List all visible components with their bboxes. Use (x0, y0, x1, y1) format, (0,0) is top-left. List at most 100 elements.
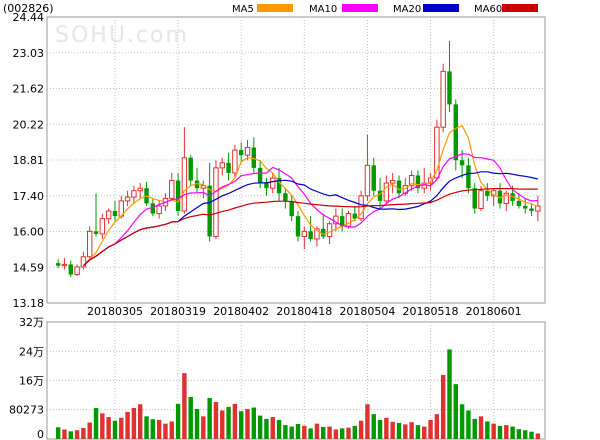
candle-body (308, 231, 313, 239)
legend-swatch-ma5 (257, 4, 293, 12)
volume-y-tick-label: 0 (37, 428, 44, 440)
volume-bar (276, 419, 282, 439)
candle (93, 193, 99, 237)
volume-bar (384, 417, 389, 439)
volume-bar (422, 426, 427, 439)
candle-body (314, 228, 320, 240)
candle (321, 213, 326, 239)
candle (295, 211, 301, 242)
price-x-tick-label: 20180504 (339, 305, 395, 318)
volume-bar (535, 433, 541, 439)
price-y-tick-label: 24.44 (13, 11, 45, 24)
candle (169, 172, 175, 201)
candle-body (105, 210, 112, 220)
ma5-line (82, 124, 539, 267)
volume-bar (87, 422, 92, 439)
volume-bar (226, 406, 231, 439)
candle (352, 205, 358, 222)
candle (371, 157, 376, 196)
candle-body (447, 71, 452, 105)
candle-body (289, 200, 294, 217)
candle (188, 155, 193, 186)
candle-body (389, 180, 396, 184)
volume-bar (434, 414, 440, 439)
candle (466, 157, 471, 194)
volume-bar (403, 424, 408, 439)
volume-bar (156, 419, 162, 439)
price-y-tick-label: 21.62 (13, 83, 45, 96)
price-grid (47, 17, 545, 303)
candle (326, 221, 333, 245)
candle (472, 183, 477, 214)
candle-body (74, 266, 80, 276)
candle (516, 193, 522, 209)
volume-bar (377, 419, 383, 439)
volume-bar (163, 423, 168, 439)
candle-body (80, 256, 87, 268)
legend-label-ma20: MA20 (393, 4, 421, 15)
candle-body (408, 174, 415, 187)
volume-bar (302, 425, 307, 439)
legend-swatch-ma60 (502, 4, 538, 12)
ma10-line (82, 153, 538, 267)
candle-body (137, 187, 143, 192)
volume-bar (478, 416, 484, 439)
legend-label-ma10: MA10 (309, 4, 337, 15)
volume-bar (194, 409, 200, 439)
candle-body (383, 182, 390, 202)
candle (156, 200, 162, 219)
candle (137, 183, 143, 199)
volume-bar (232, 403, 238, 439)
candle-body (244, 147, 251, 156)
volume-bar (485, 421, 490, 439)
volume-bar (68, 431, 73, 439)
candle (99, 213, 106, 239)
candle (283, 188, 288, 209)
volume-bar (295, 424, 301, 439)
header: (002826) MA5 MA10 MA20 MA60 (3, 2, 538, 15)
candle-body (270, 177, 276, 189)
price-y-tick-label: 17.40 (13, 190, 45, 203)
candle (124, 190, 131, 206)
volume-bar (55, 427, 61, 439)
candle (447, 40, 452, 112)
volume-bar (283, 425, 288, 439)
candle (396, 175, 402, 199)
volume-bar (119, 417, 124, 439)
candle (421, 167, 427, 194)
price-x-tick-label: 20180518 (403, 305, 459, 318)
volume-bar (81, 428, 86, 439)
candle (339, 208, 345, 232)
candle-body (226, 162, 231, 173)
candle (535, 195, 541, 222)
price-x-tick-label: 20180319 (150, 305, 206, 318)
candle (333, 208, 339, 232)
price-y-tick-label: 23.03 (13, 47, 45, 60)
candle (257, 160, 263, 189)
volume-bar (327, 426, 332, 439)
candle-body (396, 180, 402, 194)
volume-bar (321, 426, 326, 439)
volume-bar (150, 419, 156, 439)
candle-body (213, 167, 219, 237)
volume-bar (251, 407, 257, 439)
candle (105, 208, 112, 224)
volume-bar (453, 384, 459, 439)
price-y-tick-label: 16.00 (13, 226, 45, 239)
legend-swatch-ma10 (342, 4, 378, 12)
candle-body (181, 157, 188, 212)
volume-bar (207, 398, 212, 439)
volume-bars (55, 349, 541, 439)
volume-bar (62, 429, 67, 439)
candle-body (295, 216, 301, 237)
volume-bar (308, 428, 313, 439)
volume-bar (358, 420, 364, 439)
candle (270, 172, 276, 194)
volume-bar (93, 407, 99, 439)
candle (194, 167, 200, 194)
volume-bar (137, 404, 143, 439)
volume-bar (447, 349, 452, 439)
candle-body (276, 178, 282, 194)
candle-body (55, 263, 61, 266)
